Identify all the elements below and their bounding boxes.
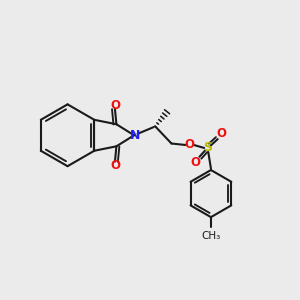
Text: O: O <box>190 156 200 169</box>
Text: O: O <box>185 139 195 152</box>
Text: CH₃: CH₃ <box>201 231 220 241</box>
Text: N: N <box>130 129 140 142</box>
Text: S: S <box>203 141 212 154</box>
Text: O: O <box>110 159 120 172</box>
Text: O: O <box>110 99 120 112</box>
Text: O: O <box>216 127 226 140</box>
